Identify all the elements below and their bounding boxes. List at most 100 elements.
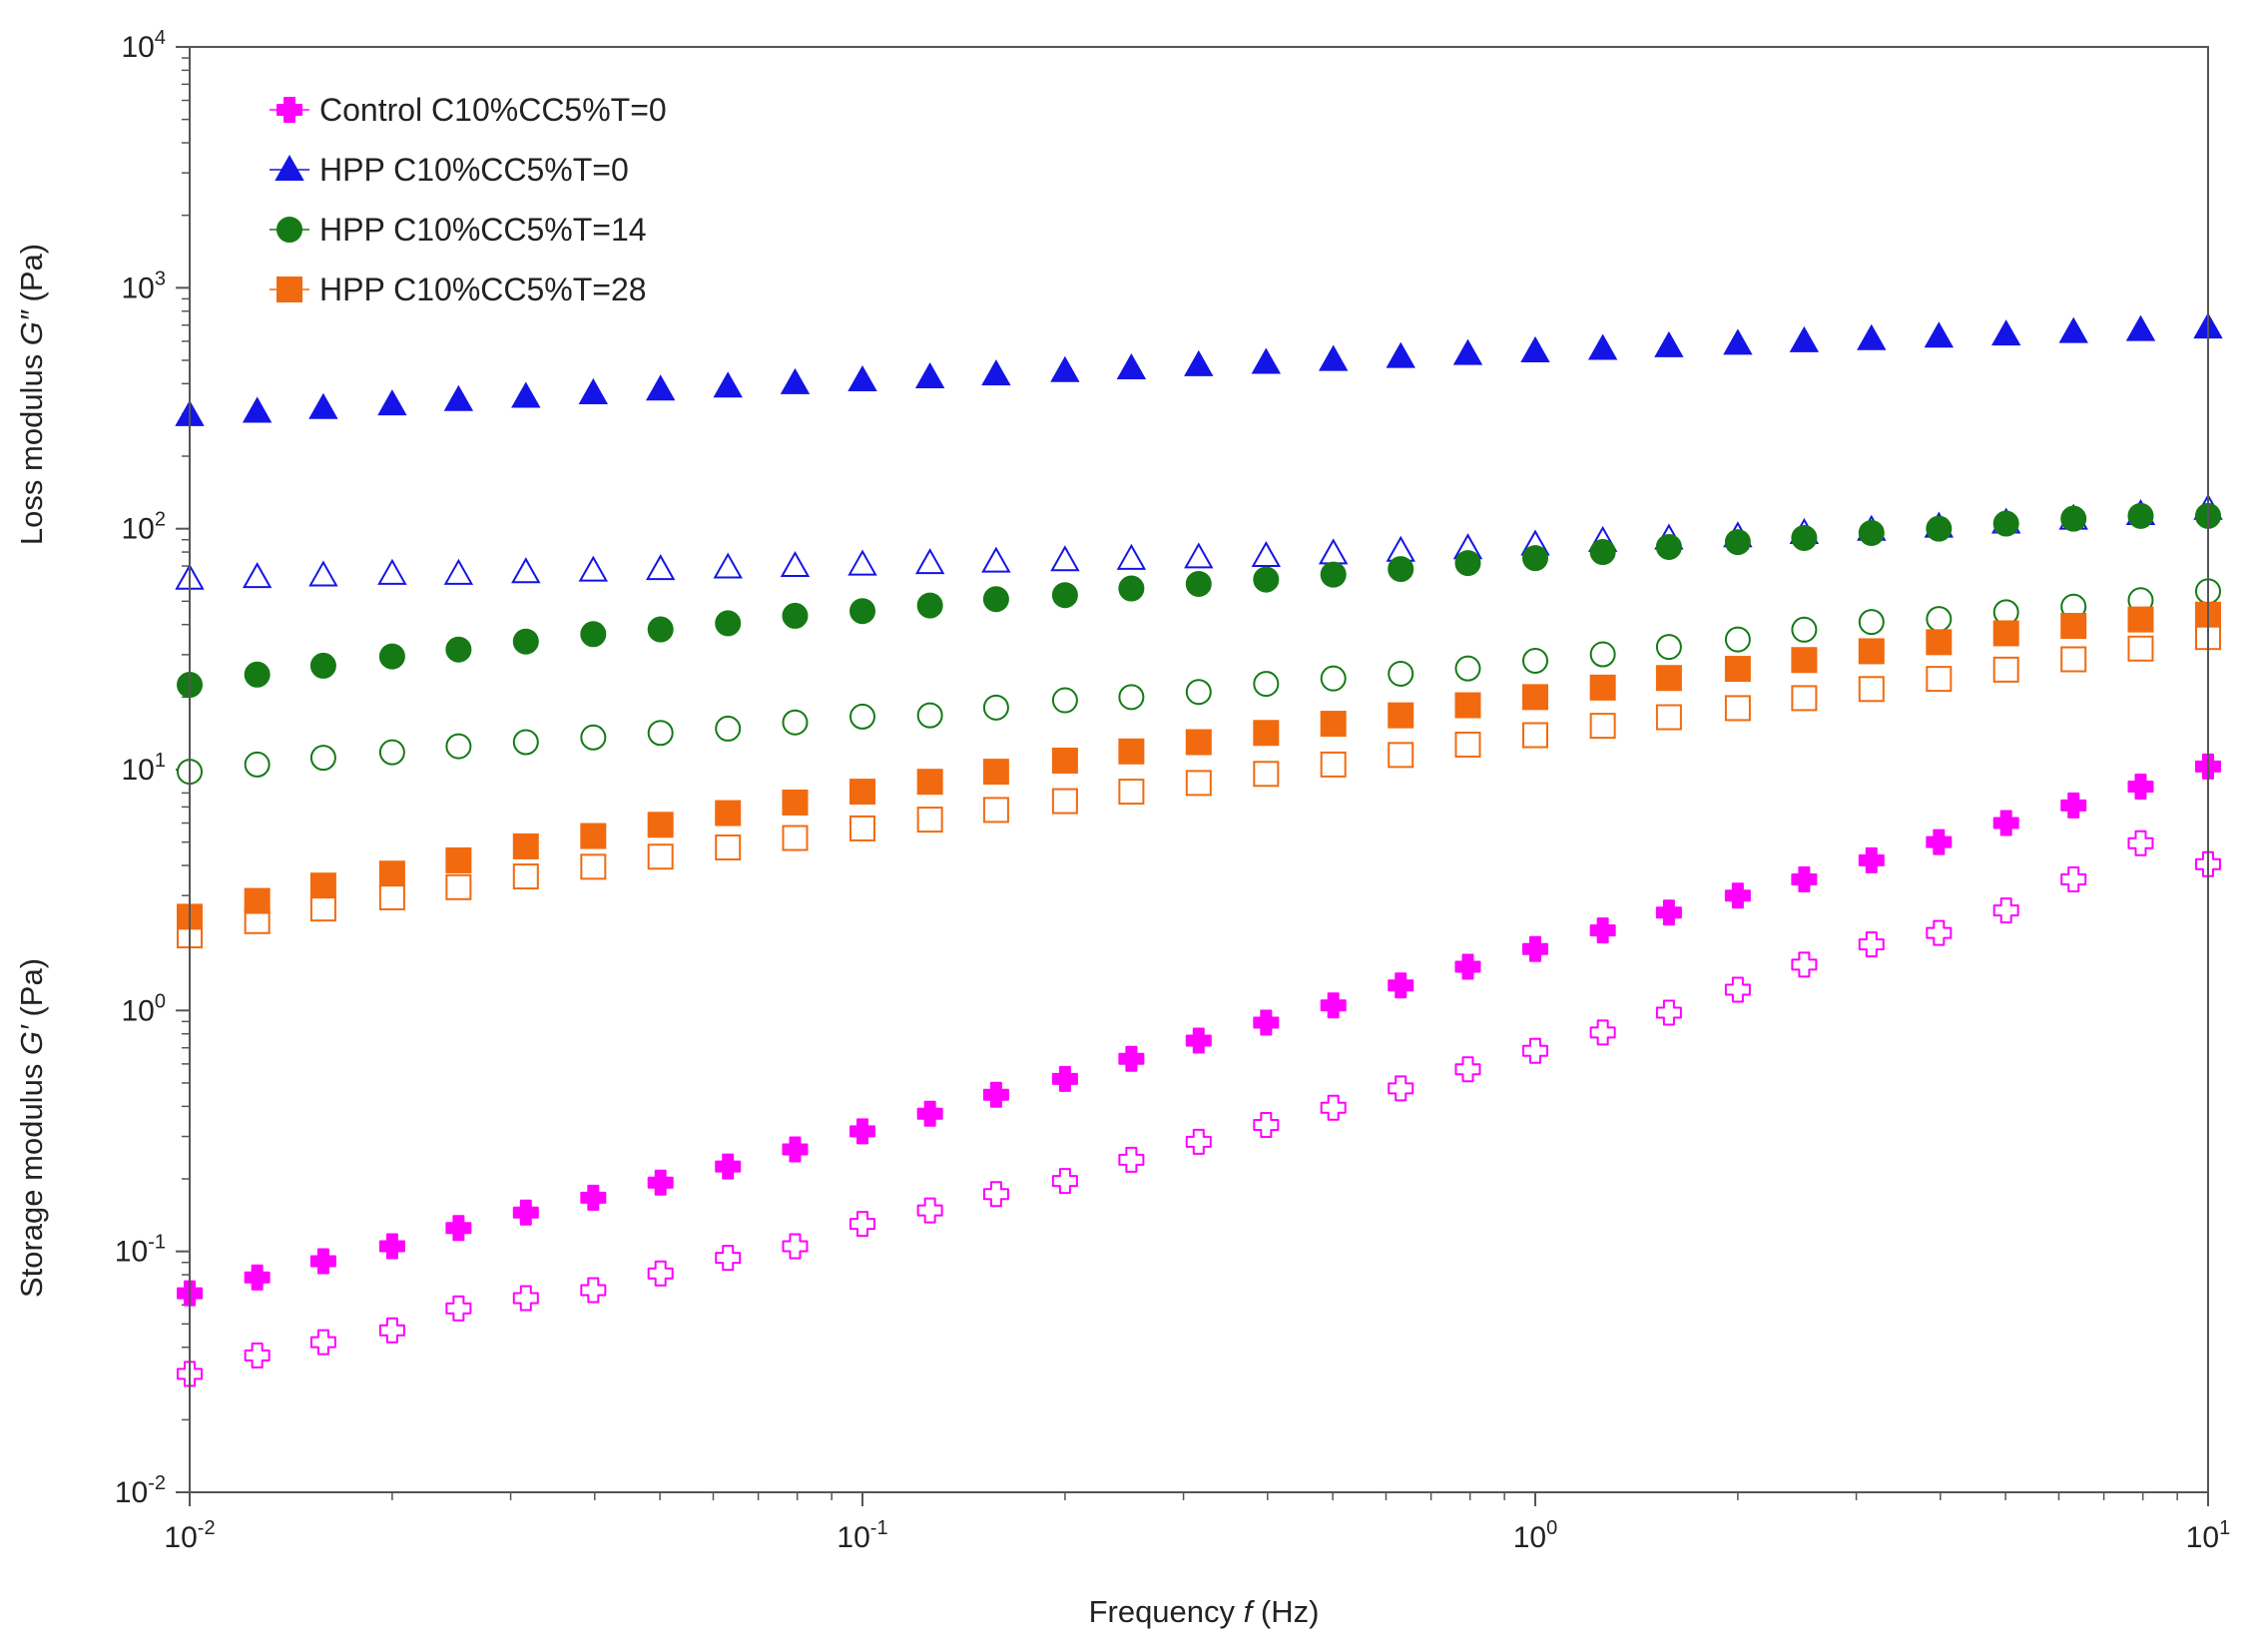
y-tick-base: 10: [122, 31, 155, 64]
storage-modulus-point: [1926, 666, 1953, 693]
loss-modulus-point: [1454, 953, 1481, 980]
loss-modulus-point: [1386, 341, 1415, 368]
loss-modulus-point: [445, 1215, 472, 1242]
loss-modulus-point: [445, 846, 472, 873]
loss-modulus-point: [578, 377, 609, 404]
storage-modulus-point: [308, 560, 338, 587]
storage-modulus-point: [782, 709, 809, 736]
loss-modulus-point: [308, 392, 338, 419]
storage-modulus-point: [1388, 1075, 1414, 1102]
storage-modulus-point: [1926, 919, 1953, 946]
y-tick-base: 10: [115, 1236, 148, 1269]
loss-modulus-point: [849, 1118, 875, 1145]
y-tick-label: 102: [122, 509, 167, 546]
y-axis-title-loss-post: (Pa): [14, 244, 49, 310]
x-tick-exponent: 0: [1546, 1517, 1557, 1539]
storage-modulus-point: [1791, 685, 1818, 712]
storage-modulus-point: [1926, 606, 1953, 633]
loss-modulus-point: [309, 1248, 336, 1275]
loss-modulus-point: [981, 359, 1011, 386]
loss-modulus-point: [1251, 347, 1282, 374]
storage-modulus-point: [1724, 976, 1751, 1003]
loss-modulus-point: [244, 887, 271, 914]
loss-modulus-point: [1318, 344, 1349, 371]
x-axis-title-pre: Frequency: [1089, 1594, 1244, 1629]
x-tick-exponent: -1: [870, 1517, 888, 1539]
x-tick-exponent: 1: [2219, 1517, 2230, 1539]
loss-modulus-point: [1185, 570, 1212, 597]
loss-modulus-point: [1388, 556, 1414, 583]
storage-modulus-point: [849, 1211, 875, 1238]
loss-modulus-point: [378, 643, 405, 670]
y-tick-label: 101: [122, 750, 167, 787]
loss-modulus-point: [2060, 613, 2087, 640]
storage-modulus-point: [445, 733, 472, 760]
series-0: [177, 753, 2221, 1387]
storage-modulus-point: [512, 729, 539, 756]
legend-item: HPP C10%CC5%T=14: [270, 212, 647, 248]
storage-modulus-point: [1051, 1168, 1078, 1195]
storage-modulus-point: [1454, 1056, 1481, 1083]
series-2: [177, 502, 2221, 786]
storage-modulus-point: [780, 551, 811, 578]
loss-modulus-point: [1655, 899, 1682, 926]
storage-modulus-point: [849, 703, 875, 730]
storage-modulus-point: [378, 739, 405, 766]
loss-modulus-point: [2127, 502, 2154, 529]
loss-modulus-point: [1992, 810, 2019, 836]
loss-modulus-point: [1992, 510, 2019, 537]
loss-modulus-point: [512, 628, 539, 655]
loss-modulus-point: [1589, 539, 1616, 566]
storage-modulus-point: [1522, 722, 1548, 749]
loss-modulus-point: [1789, 325, 1820, 352]
loss-modulus-point: [309, 652, 336, 679]
legend-marker: [277, 276, 302, 302]
storage-modulus-point: [1320, 1094, 1347, 1121]
storage-modulus-point: [1051, 788, 1078, 815]
loss-modulus-point: [1051, 582, 1078, 609]
loss-modulus-point: [782, 1136, 809, 1163]
storage-modulus-point: [916, 702, 943, 729]
storage-modulus-point: [1185, 1128, 1212, 1155]
y-axis-title-loss-pre: Loss modulus: [14, 345, 49, 545]
storage-modulus-point: [309, 1329, 336, 1356]
x-tick-label: 100: [1513, 1517, 1558, 1554]
y-axis-title-storage-symbol: G′: [14, 1024, 49, 1055]
storage-modulus-point: [916, 807, 943, 833]
loss-modulus-point: [715, 610, 742, 637]
storage-modulus-point: [1251, 541, 1282, 568]
loss-modulus-point: [1253, 566, 1280, 593]
y-tick-label: 100: [122, 990, 167, 1027]
loss-modulus-point: [1724, 656, 1751, 683]
loss-modulus-point: [1587, 333, 1618, 360]
loss-modulus-point: [1589, 674, 1616, 701]
loss-modulus-point: [1185, 729, 1212, 756]
storage-modulus-point: [378, 1317, 405, 1344]
y-tick-label: 104: [122, 27, 167, 64]
storage-modulus-point: [378, 883, 405, 910]
loss-modulus-point: [1253, 1009, 1280, 1036]
loss-modulus-point: [378, 860, 405, 887]
y-tick-base: 10: [122, 513, 155, 546]
loss-modulus-point: [512, 1199, 539, 1226]
legend-label: HPP C10%CC5%T=28: [319, 272, 647, 307]
storage-modulus-point: [1589, 641, 1616, 668]
legend-label: Control C10%CC5%T=0: [319, 92, 667, 128]
storage-modulus-point: [981, 546, 1011, 573]
y-tick-base: 10: [122, 994, 155, 1027]
loss-modulus-point: [580, 823, 607, 849]
y-tick-exponent: 2: [155, 509, 166, 531]
loss-modulus-point: [1118, 1045, 1145, 1072]
storage-modulus-point: [1454, 731, 1481, 758]
x-axis-title-post: (Hz): [1252, 1594, 1319, 1629]
loss-modulus-point: [378, 1233, 405, 1260]
loss-modulus-point: [914, 361, 945, 389]
storage-modulus-point: [1320, 665, 1347, 692]
storage-modulus-point: [1253, 761, 1280, 788]
loss-modulus-point: [309, 872, 336, 899]
loss-modulus-point: [1116, 353, 1147, 380]
storage-modulus-point: [1051, 687, 1078, 714]
storage-modulus-point: [645, 554, 676, 581]
